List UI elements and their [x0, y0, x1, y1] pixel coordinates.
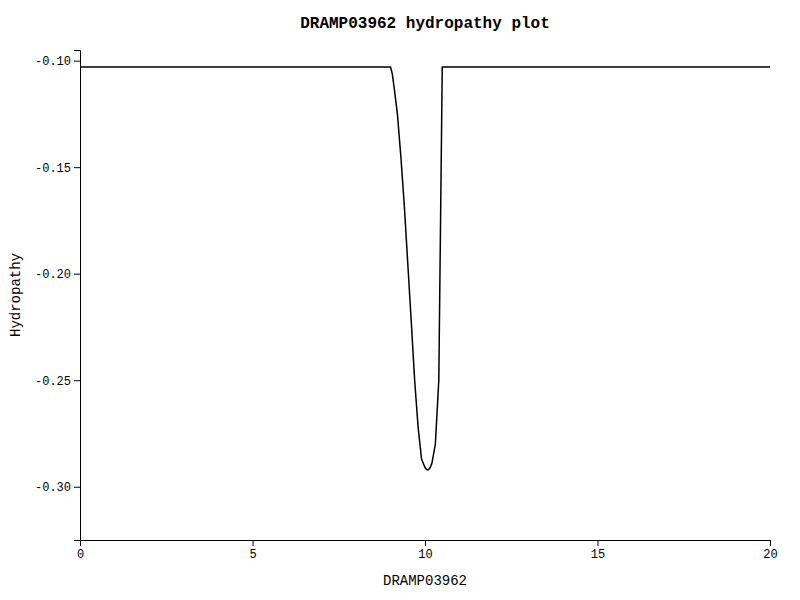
tick-label: -0.30: [35, 481, 71, 495]
tick-label: -0.20: [35, 268, 71, 282]
tick-label: -0.25: [35, 375, 71, 389]
tick-mark: [74, 487, 80, 488]
tick-label: 10: [418, 548, 432, 562]
x-axis: 0 5 10 15 20: [77, 540, 778, 562]
axis-line: [81, 541, 771, 547]
tick-mark: [425, 540, 426, 546]
tick-mark: [74, 61, 80, 62]
line: [80, 67, 770, 470]
x-axis-title: DRAMP03962: [383, 573, 467, 589]
tick: 15: [591, 540, 605, 562]
tick-mark: [74, 274, 80, 275]
tick-mark: [770, 540, 771, 546]
tick: -0.30: [35, 481, 80, 495]
tick: 20: [763, 540, 777, 562]
tick-label: 0: [77, 548, 84, 562]
tick-label: -0.15: [35, 162, 71, 176]
tick: -0.25: [35, 375, 80, 389]
title: DRAMP03962 hydropathy plot: [300, 15, 550, 33]
y-axis: -0.30 -0.25 -0.20 -0.15 -0.10: [35, 51, 81, 541]
tick-label: 15: [591, 548, 605, 562]
series-group: [80, 67, 770, 470]
plot-area: 0 5 10 15 20 -0.30 -0.25 -0.20 -0.15 -0.10: [35, 51, 778, 562]
chart: 0 5 10 15 20 -0.30 -0.25 -0.20 -0.15 -0.10 DRAMP03…: [0, 0, 800, 600]
tick: 0: [77, 540, 84, 562]
axis-line: [74, 51, 81, 541]
tick-label: 20: [763, 548, 777, 562]
tick: -0.15: [35, 162, 80, 176]
tick-mark: [74, 167, 80, 168]
tick: -0.20: [35, 268, 80, 282]
tick-mark: [598, 540, 599, 546]
tick: 5: [249, 540, 256, 562]
tick-mark: [74, 380, 80, 381]
tick-mark: [253, 540, 254, 546]
tick-label: -0.10: [35, 55, 71, 69]
tick: 10: [418, 540, 432, 562]
y-axis-title: Hydropathy: [8, 253, 24, 337]
tick: -0.10: [35, 55, 80, 69]
tick-label: 5: [249, 548, 256, 562]
